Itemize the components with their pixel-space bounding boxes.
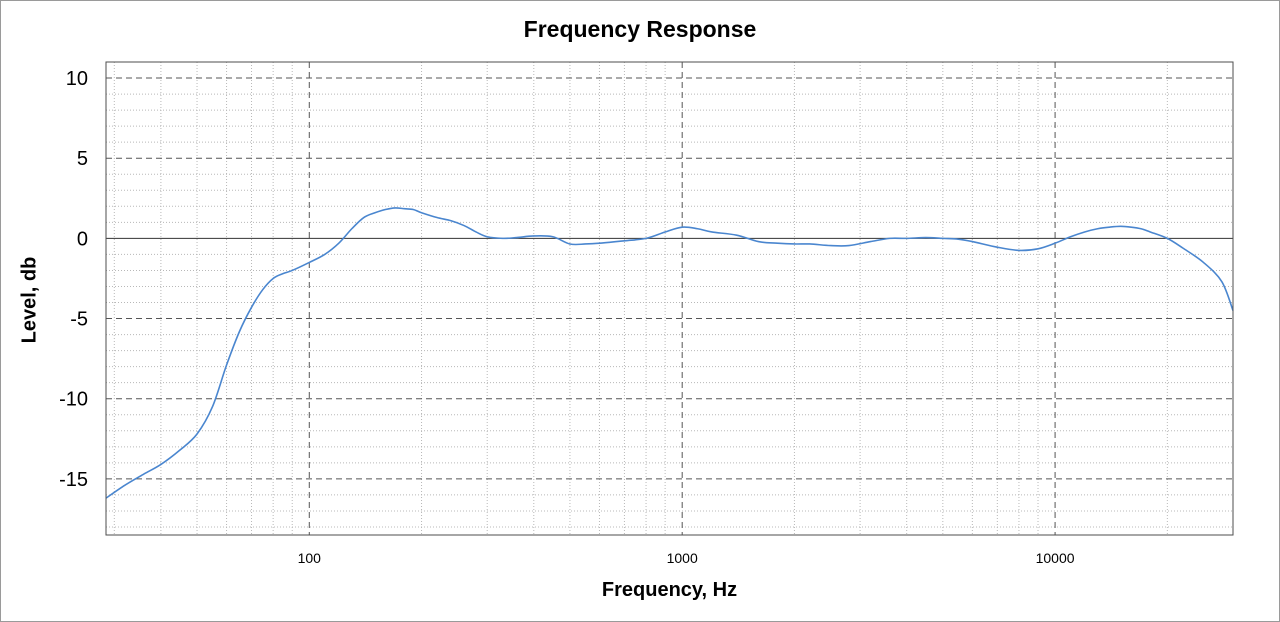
x-tick-labels: 100 1000 10000 xyxy=(298,550,1075,566)
series-layer xyxy=(105,207,1234,499)
x-tick-label: 100 xyxy=(298,550,322,566)
chart-title: Frequency Response xyxy=(523,16,757,42)
minor-gridlines xyxy=(106,61,1233,535)
y-tick-label: -5 xyxy=(70,309,88,331)
major-gridlines xyxy=(106,62,1233,535)
frequency-response-line xyxy=(105,207,1234,499)
y-tick-label: 5 xyxy=(77,148,88,170)
y-tick-labels: 10 5 0 -5 -10 -15 xyxy=(59,68,88,491)
y-tick-label: 0 xyxy=(77,228,88,250)
y-tick-label: -15 xyxy=(59,469,88,491)
y-tick-label: 10 xyxy=(66,68,88,90)
y-tick-label: -10 xyxy=(59,389,88,411)
plot-border xyxy=(105,61,1234,536)
x-tick-label: 1000 xyxy=(667,550,698,566)
x-tick-label: 10000 xyxy=(1036,550,1075,566)
x-axis-label: Frequency, Hz xyxy=(601,579,738,601)
